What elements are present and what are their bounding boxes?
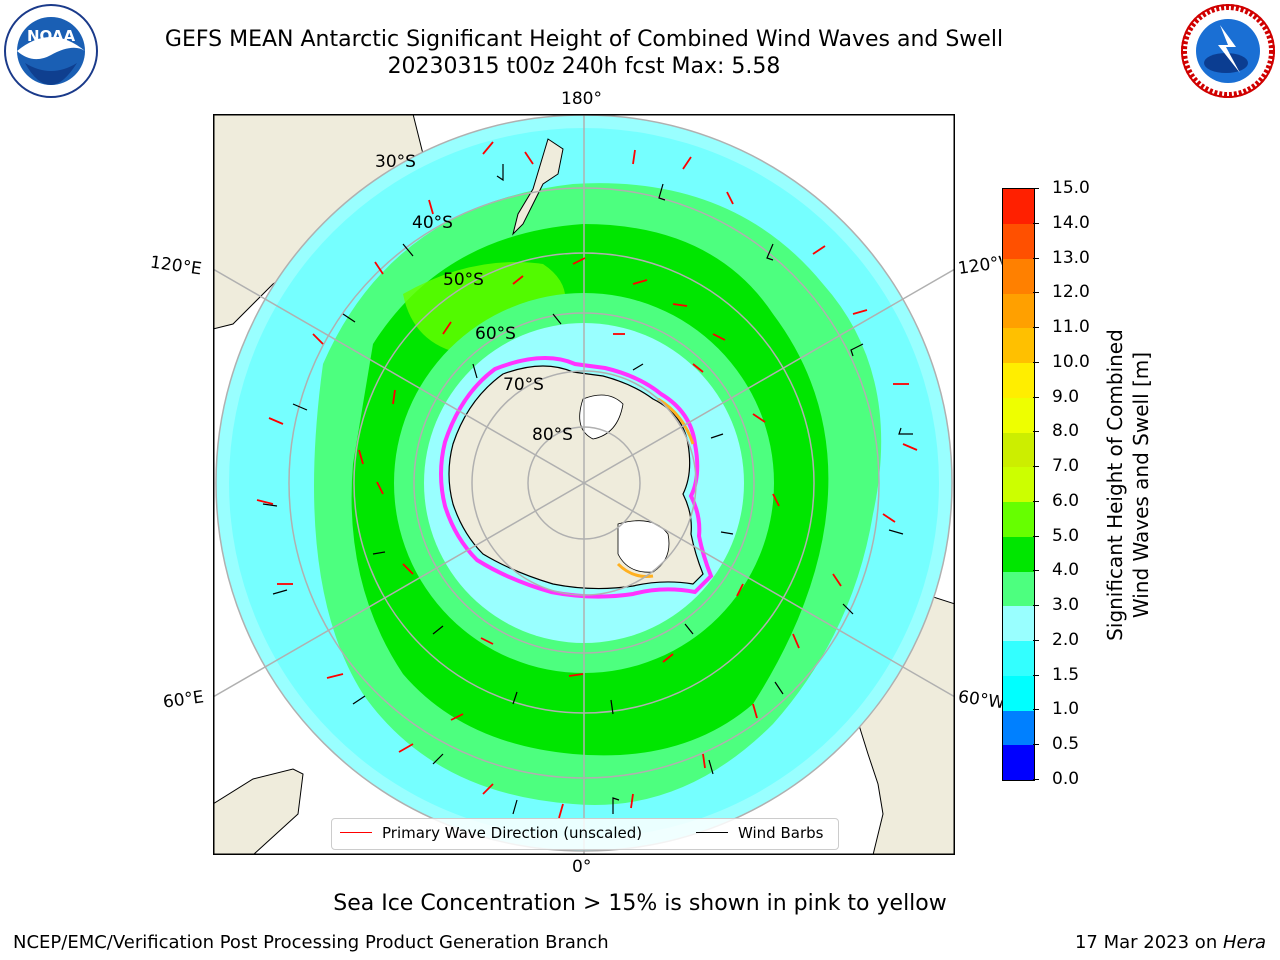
title-line-1: GEFS MEAN Antarctic Significant Height o… [164, 27, 1004, 52]
chart-title: GEFS MEAN Antarctic Significant Height o… [0, 26, 1168, 80]
lon-label-120w: 120°W [956, 253, 1004, 279]
colorbar-tick-mark [1033, 396, 1039, 398]
colorbar [1002, 188, 1035, 781]
polar-map-canvas [213, 114, 955, 855]
land-new-zealand [512, 138, 564, 236]
legend-label-wave-direction: Primary Wave Direction (unscaled) [382, 824, 643, 842]
legend-label-wind-barbs: Wind Barbs [738, 824, 824, 842]
lat-label-70s: 70°S [503, 375, 544, 395]
sea-ice-edge [439, 356, 714, 599]
colorbar-tick-mark [1033, 188, 1039, 189]
colorbar-tick-mark [1033, 222, 1039, 224]
wind-barbs [262, 164, 913, 815]
legend-line-wave-direction [340, 832, 372, 833]
colorbar-tick-label: 13.0 [1052, 247, 1090, 268]
legend-line-wind-barbs [696, 832, 728, 833]
lat-label-60s: 60°S [475, 324, 516, 344]
noaa-logo: NOAA [4, 4, 98, 98]
colorbar-tick-mark [1033, 431, 1039, 433]
lat-label-30s: 30°S [375, 152, 416, 172]
colorbar-tick-label: 1.5 [1052, 664, 1080, 685]
colorbar-segment [1003, 536, 1034, 572]
colorbar-tick-mark [1033, 744, 1039, 746]
colorbar-tick-mark [1033, 292, 1039, 294]
colorbar-segment [1003, 362, 1034, 398]
wave-direction-arrows [256, 141, 918, 819]
colorbar-tick-label: 12.0 [1052, 282, 1090, 303]
colorbar-segment [1003, 258, 1034, 294]
footer-date-text: 17 Mar 2023 on [1074, 932, 1223, 953]
sea-ice-note: Sea Ice Concentration > 15% is shown in … [333, 891, 947, 916]
colorbar-segment [1003, 328, 1034, 364]
colorbar-tick-mark [1033, 500, 1039, 502]
colorbar-tick-label: 5.0 [1052, 525, 1080, 546]
colorbar-tick-label: 3.0 [1052, 595, 1080, 616]
colorbar-tick-label: 4.0 [1052, 560, 1080, 581]
colorbar-title: Significant Height of Combined Wind Wave… [1102, 305, 1154, 665]
colorbar-tick-label: 10.0 [1052, 351, 1090, 372]
colorbar-segment [1003, 223, 1034, 259]
colorbar-tick-label: 14.0 [1052, 212, 1090, 233]
colorbar-tick-mark [1033, 361, 1039, 363]
colorbar-tick-mark [1033, 779, 1039, 780]
colorbar-tick-mark [1033, 535, 1039, 537]
footer-date: 17 Mar 2023 on Hera [1075, 932, 1266, 953]
colorbar-tick-label: 8.0 [1052, 421, 1080, 442]
colorbar-segment [1003, 397, 1034, 433]
colorbar-tick-mark [1033, 639, 1039, 641]
ice-shelf-weddell [617, 520, 670, 573]
colorbar-tick-label: 6.0 [1052, 490, 1080, 511]
colorbar-tick-mark [1033, 674, 1039, 676]
colorbar-segment [1003, 432, 1034, 468]
title-line-2: 20230315 t00z 240h fcst Max: 5.58 [387, 54, 781, 79]
colorbar-segment [1003, 745, 1034, 781]
colorbar-segment [1003, 501, 1034, 537]
colorbar-segment [1003, 710, 1034, 746]
colorbar-title-line-2: Wind Waves and Swell [m] [1129, 351, 1153, 619]
colorbar-tick-mark [1033, 709, 1039, 711]
colorbar-segment [1003, 293, 1034, 329]
colorbar-segment [1003, 675, 1034, 711]
colorbar-tick-mark [1033, 327, 1039, 329]
colorbar-tick-label: 0.0 [1052, 769, 1080, 789]
colorbar-tick-label: 9.0 [1052, 386, 1080, 407]
colorbar-tick-mark [1033, 605, 1039, 607]
lon-label-60w: 60°W [956, 687, 1004, 713]
colorbar-tick-label: 15.0 [1052, 178, 1090, 198]
land-africa [213, 768, 304, 855]
colorbar-title-line-1: Significant Height of Combined [1103, 329, 1127, 641]
colorbar-tick-label: 0.5 [1052, 734, 1080, 755]
colorbar-segment [1003, 606, 1034, 642]
map-legend: Primary Wave Direction (unscaled) Wind B… [331, 818, 839, 850]
nws-logo [1181, 4, 1275, 98]
colorbar-tick-mark [1033, 570, 1039, 572]
colorbar-segment [1003, 640, 1034, 676]
colorbar-tick-label: 7.0 [1052, 456, 1080, 477]
lat-label-50s: 50°S [443, 270, 484, 290]
lat-label-40s: 40°S [412, 213, 453, 233]
lon-label-120e: 120°E [148, 252, 203, 280]
lon-label-0: 0° [572, 857, 592, 877]
polar-map: 30°S 40°S 50°S 60°S 70°S 80°S Primary Wa… [213, 114, 955, 855]
colorbar-segment [1003, 189, 1034, 224]
lon-label-60e: 60°E [161, 687, 206, 713]
colorbar-tick-mark [1033, 257, 1039, 259]
colorbar-tick-label: 1.0 [1052, 699, 1080, 720]
footer-credit: NCEP/EMC/Verification Post Processing Pr… [13, 932, 609, 953]
footer-host: Hera [1222, 932, 1266, 953]
colorbar-segment [1003, 467, 1034, 503]
lon-label-180: 180° [561, 89, 602, 109]
colorbar-tick-label: 2.0 [1052, 629, 1080, 650]
noaa-logo-text: NOAA [27, 27, 76, 45]
lat-label-80s: 80°S [532, 425, 573, 445]
colorbar-tick-mark [1033, 466, 1039, 468]
colorbar-segment [1003, 571, 1034, 607]
colorbar-tick-label: 11.0 [1052, 317, 1090, 338]
